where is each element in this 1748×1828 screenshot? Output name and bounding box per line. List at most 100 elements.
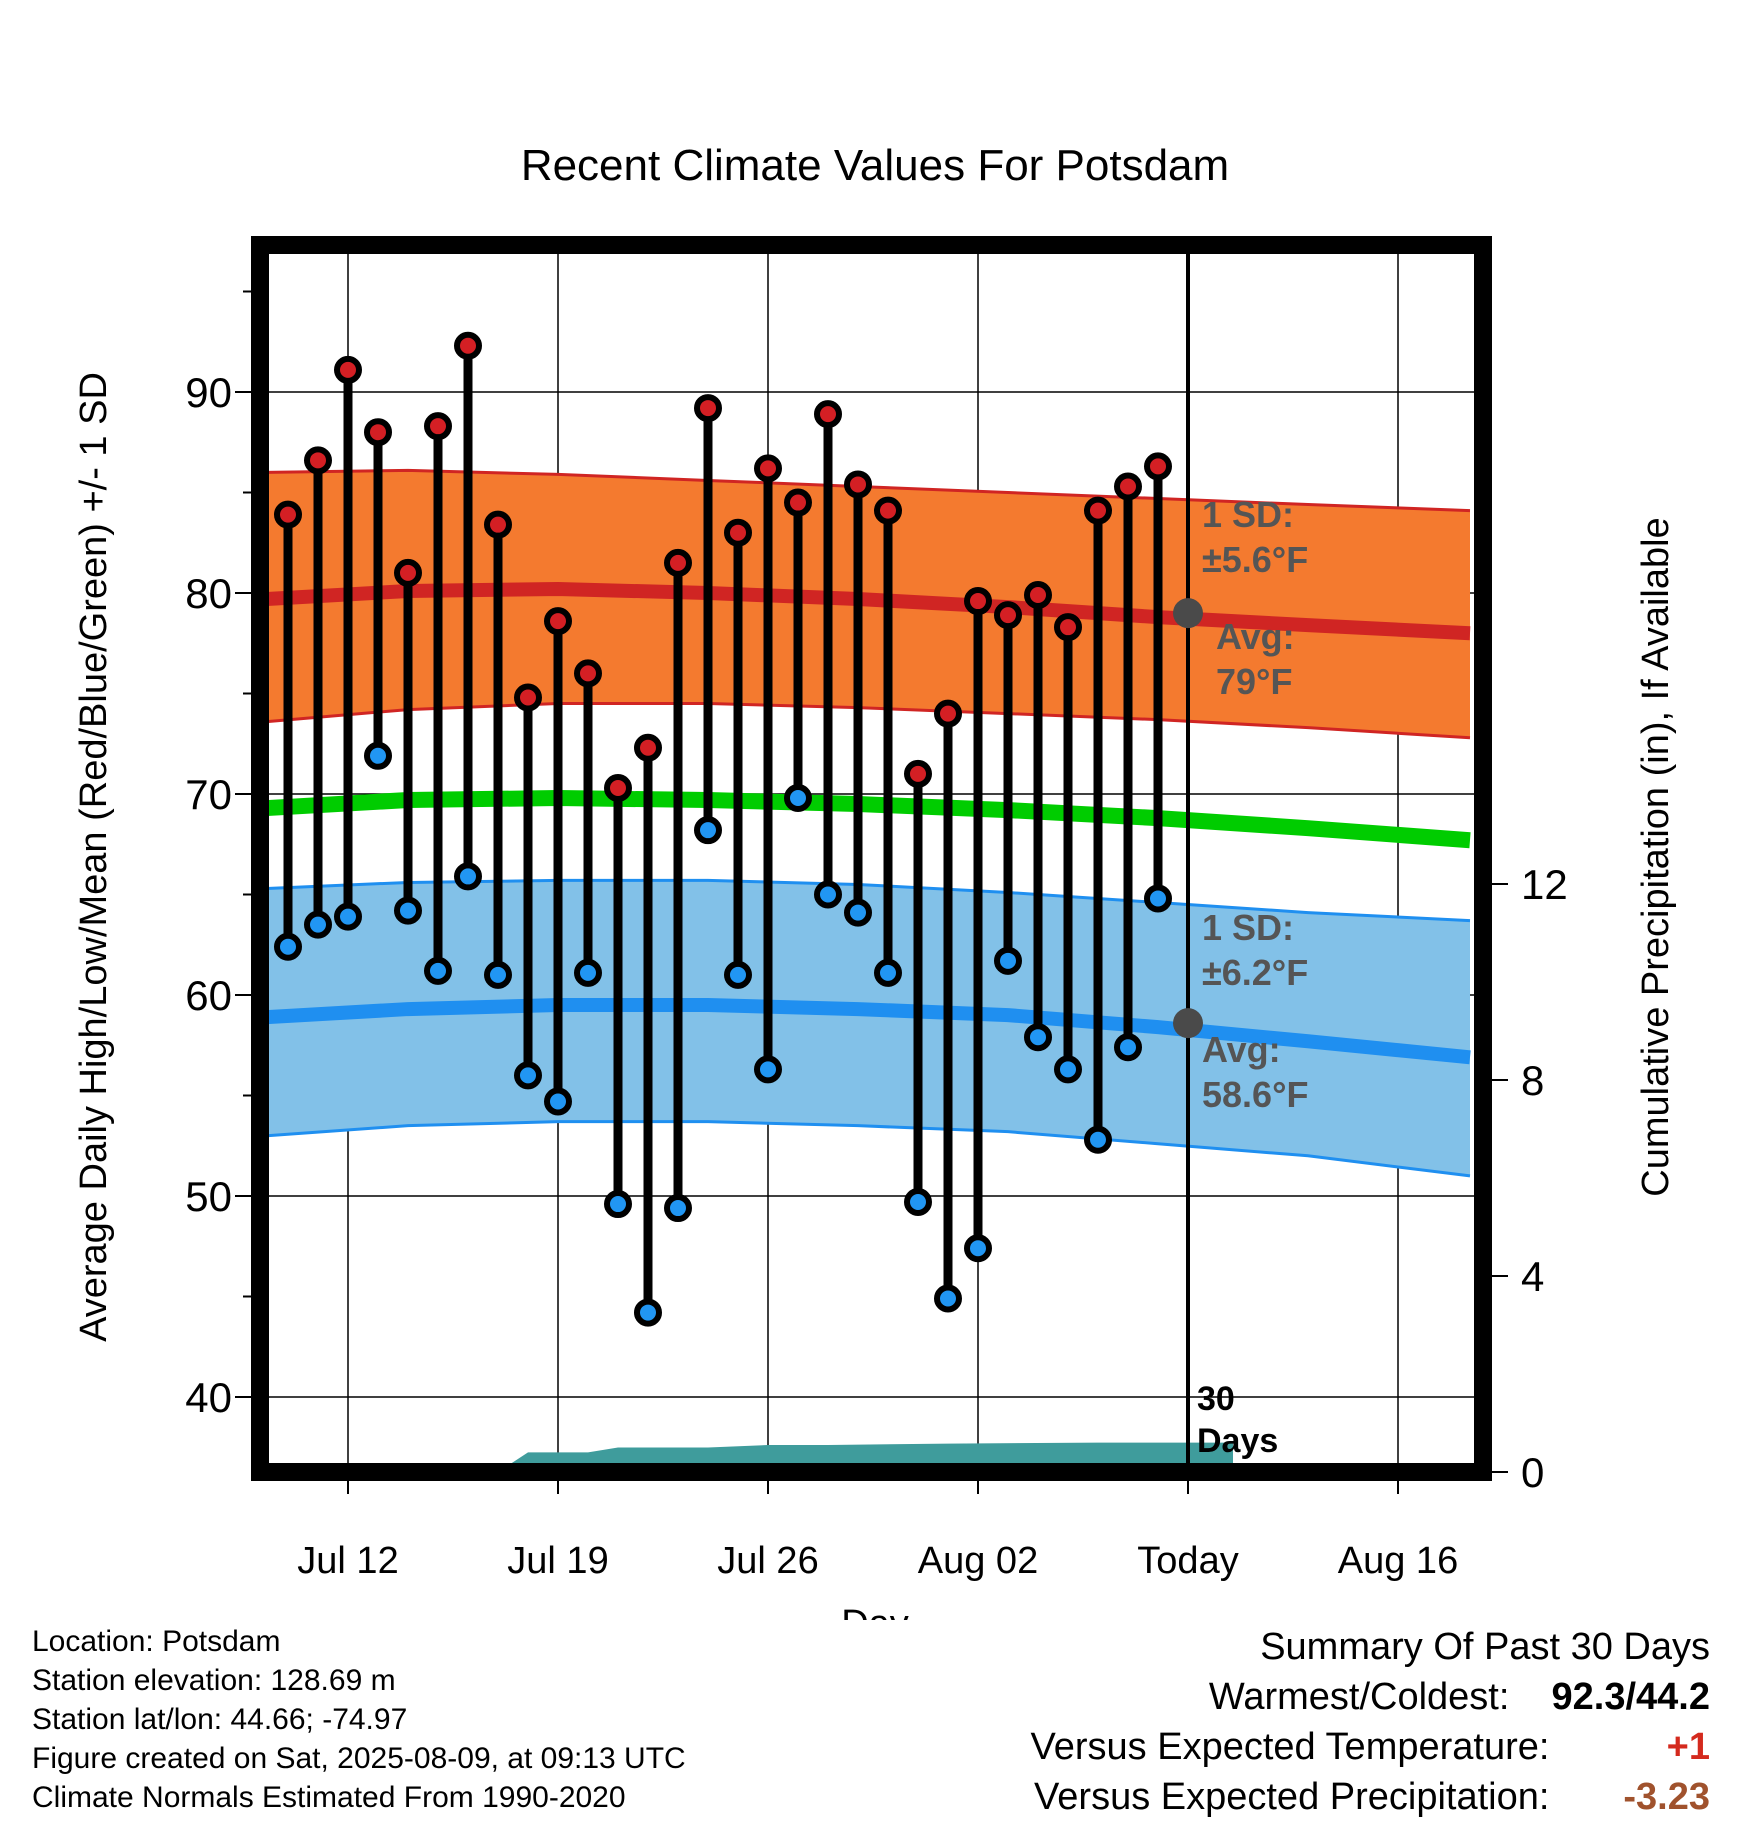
summary-precip-label: Versus Expected Precipitation: [1034,1776,1550,1818]
today-marker-label: 30 [1197,1380,1235,1418]
plot-frame [251,236,1492,1481]
daily-low-point [1054,1055,1082,1084]
daily-high-point [454,331,482,360]
high-sd-annotation: 1 SD: [1202,494,1294,535]
daily-low-point [604,1190,632,1219]
daily-low-point [904,1188,932,1217]
daily-low-point [364,741,392,770]
y-left-tick-label: 40 [185,1374,232,1421]
low-sd-lower-line [266,1120,1471,1178]
daily-high-point [664,548,692,577]
daily-low-point [784,784,812,813]
daily-low-point [754,1055,782,1084]
y-left-tick-label: 80 [185,570,232,617]
daily-low-point [484,960,512,989]
summary-temp-value: +1 [1666,1726,1710,1768]
daily-low-point [1114,1033,1142,1062]
summary-panel: Summary Of Past 30 Days Warmest/Coldest:… [1031,1622,1710,1822]
daily-high-point [814,400,842,429]
x-tick-label: Jul 19 [507,1540,608,1582]
summary-precip-value: -3.23 [1623,1776,1710,1818]
daily-low-point [964,1234,992,1263]
station-info: Location: Potsdam Station elevation: 128… [32,1622,686,1817]
daily-low-point [454,862,482,891]
y-axis-right-label: Cumulative Precipitation (in), If Availa… [1635,517,1677,1196]
daily-low-point [634,1298,662,1327]
plot-area [260,245,1483,1472]
daily-low-point [814,880,842,909]
daily-high-point [1024,581,1052,610]
today-avg-high-marker [1173,598,1203,629]
daily-low-point [1084,1125,1112,1154]
daily-high-point [394,558,422,587]
climate-normals-note: Climate Normals Estimated From 1990-2020 [32,1781,626,1814]
climate-chart: Recent Climate Values For Potsdam 1 SD:±… [73,141,1677,1620]
daily-high-point [1084,496,1112,525]
y-axis-left-label: Average Daily High/Low/Mean (Red/Blue/Gr… [73,372,115,1342]
daily-low-point [724,960,752,989]
summary-temp-row: Versus Expected Temperature: +1 [1031,1722,1710,1772]
figure-created: Figure created on Sat, 2025-08-09, at 09… [32,1742,686,1775]
daily-high-point [694,394,722,423]
daily-low-point [994,946,1022,975]
summary-temp-label: Versus Expected Temperature: [1030,1726,1550,1768]
station-location: Location: Potsdam [32,1625,281,1658]
y-right-tick-label: 12 [1521,861,1568,908]
daily-high-point [1144,452,1172,481]
daily-low-point [574,958,602,987]
daily-high-point [334,355,362,384]
high-avg-value-annotation: 79°F [1216,661,1292,702]
today-marker-label-2: Days [1197,1422,1278,1460]
x-tick-label: Jul 12 [297,1540,398,1582]
low-sd-annotation: 1 SD: [1202,907,1294,948]
high-sd-value-annotation: ±5.6°F [1202,539,1308,580]
x-tick-label: Jul 26 [717,1540,818,1582]
daily-high-point [904,759,932,788]
daily-low-point [274,932,302,961]
daily-high-point [964,587,992,616]
low-avg-value-annotation: 58.6°F [1202,1074,1308,1115]
chart-title: Recent Climate Values For Potsdam [521,141,1229,190]
daily-low-point [304,910,332,939]
y-left-tick-label: 50 [185,1173,232,1220]
daily-high-point [994,601,1022,630]
daily-low-point [1024,1023,1052,1052]
daily-low-point [514,1061,542,1090]
daily-high-point [754,454,782,483]
y-left-tick-label: 70 [185,771,232,818]
daily-high-point [934,699,962,728]
daily-high-point [1054,613,1082,642]
low-avg-annotation: Avg: [1202,1029,1281,1070]
daily-low-point [844,898,872,927]
daily-low-point [424,956,452,985]
daily-high-point [604,773,632,802]
low-normal-line [266,998,1471,1065]
station-latlon: Station lat/lon: 44.66; -74.97 [32,1703,408,1736]
today-avg-low-marker [1173,1008,1203,1039]
x-axis-label: Day [841,1603,909,1620]
daily-high-point [544,607,572,636]
daily-low-point [394,896,422,925]
daily-high-point [364,418,392,447]
daily-high-point [1114,472,1142,501]
daily-low-point [664,1194,692,1223]
high-avg-annotation: Avg: [1216,616,1295,657]
x-tick-label: Today [1137,1540,1238,1582]
daily-high-point [514,683,542,712]
daily-high-point [424,412,452,441]
daily-low-point [1144,884,1172,913]
low-sd-value-annotation: ±6.2°F [1202,952,1308,993]
mean-normal-line [266,790,1471,849]
y-left-tick-label: 90 [185,369,232,416]
station-elevation: Station elevation: 128.69 m [32,1664,396,1697]
daily-high-point [484,510,512,539]
x-tick-label: Aug 16 [1338,1540,1458,1582]
daily-high-point [274,500,302,529]
y-left-tick-label: 60 [185,972,232,1019]
daily-low-point [934,1284,962,1313]
daily-high-point [844,470,872,499]
y-right-tick-label: 4 [1521,1253,1544,1300]
daily-low-point [544,1087,572,1116]
summary-warm-cold-row: Warmest/Coldest: 92.3/44.2 [1031,1672,1710,1722]
daily-low-point [334,902,362,931]
